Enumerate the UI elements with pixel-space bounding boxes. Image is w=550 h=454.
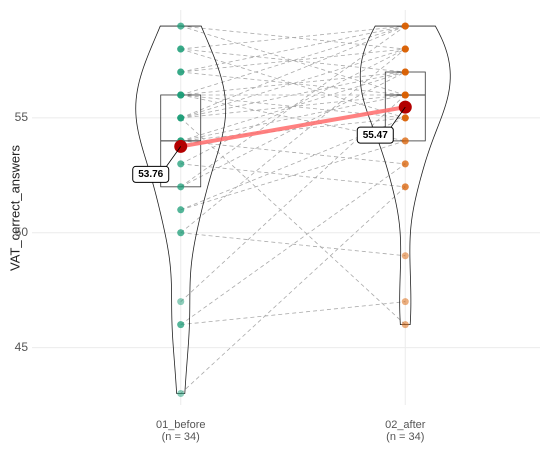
paired-line (180, 25, 406, 119)
y-tick-label: 50 (15, 225, 29, 239)
point (401, 160, 409, 168)
mean-label-box (132, 165, 170, 183)
point (177, 298, 185, 306)
mean-label: 53.76 (138, 169, 163, 180)
point (177, 160, 185, 168)
paired-line (180, 232, 406, 257)
point (177, 68, 185, 76)
paired-line (180, 301, 406, 326)
paired-line (180, 117, 406, 325)
paired-line (180, 48, 406, 234)
point (401, 91, 409, 99)
x-tick-label: 02_after (385, 419, 426, 431)
x-tick-count: (n = 34) (162, 431, 200, 443)
point (177, 390, 185, 398)
point (401, 114, 409, 122)
paired-line (180, 25, 406, 73)
paired-line (180, 163, 406, 325)
point (177, 229, 185, 237)
point (401, 137, 409, 145)
y-axis-label: VAT_correct_answers (7, 145, 22, 271)
point (401, 252, 409, 260)
point (177, 114, 185, 122)
y-tick-label: 55 (15, 110, 29, 124)
point (401, 45, 409, 53)
paired-line (180, 71, 406, 188)
violin (359, 25, 451, 326)
paired-line (180, 94, 406, 142)
paired-line (180, 140, 406, 165)
point (401, 68, 409, 76)
point (177, 321, 185, 329)
x-tick-label: 01_before (156, 419, 206, 431)
point (401, 22, 409, 30)
mean-line (180, 105, 406, 149)
point (177, 45, 185, 53)
paired-line (180, 25, 406, 50)
point (177, 183, 185, 191)
mean-label-box (356, 126, 394, 144)
paired-line (180, 48, 406, 165)
paired-line (180, 117, 406, 211)
point (177, 22, 185, 30)
point (401, 183, 409, 191)
y-tick-label: 45 (15, 340, 29, 354)
point (177, 206, 185, 214)
paired-line (180, 163, 406, 188)
violin (135, 25, 227, 394)
point (401, 321, 409, 329)
mean-label: 55.47 (363, 130, 388, 141)
x-tick-count: (n = 34) (386, 431, 424, 443)
paired-line (180, 71, 406, 96)
point (177, 91, 185, 99)
point (401, 298, 409, 306)
paired-line (180, 186, 406, 394)
